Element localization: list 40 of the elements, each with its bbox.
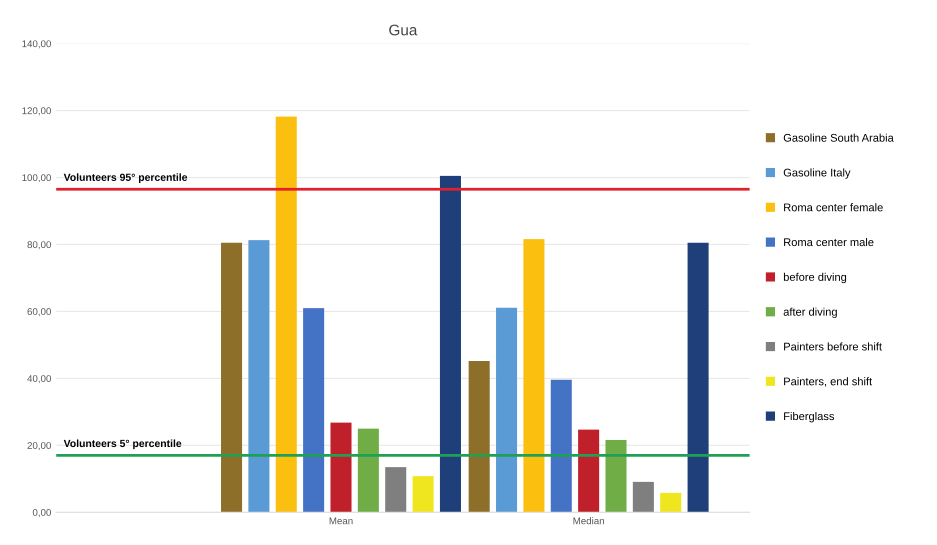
y-tick-label: 40,00 bbox=[27, 375, 51, 384]
y-tick-label: 120,00 bbox=[22, 107, 51, 116]
legend-label: after diving bbox=[784, 308, 837, 318]
bar bbox=[330, 422, 352, 512]
bar bbox=[248, 240, 270, 512]
bar bbox=[412, 476, 434, 512]
y-tick-label: 100,00 bbox=[22, 174, 51, 182]
legend-label: Gasoline Italy bbox=[784, 168, 850, 179]
bar bbox=[276, 116, 297, 512]
bar bbox=[358, 428, 379, 512]
bar bbox=[496, 308, 518, 512]
bar bbox=[221, 242, 242, 512]
bar bbox=[523, 239, 544, 512]
bar bbox=[550, 380, 572, 512]
legend-label: Painters before shift bbox=[784, 342, 882, 351]
bar bbox=[688, 242, 709, 512]
legend-label: Gasoline South Arabia bbox=[784, 134, 894, 142]
x-tick-label: Median bbox=[573, 517, 604, 524]
bar bbox=[440, 176, 461, 512]
y-tick-label: 140,00 bbox=[22, 40, 51, 48]
y-tick-label: 60,00 bbox=[28, 308, 51, 316]
bar bbox=[605, 440, 627, 512]
chart-title: Gua bbox=[389, 24, 418, 36]
y-tick-label: 20,00 bbox=[28, 442, 51, 450]
y-tick-label: 80,00 bbox=[27, 241, 51, 250]
legend-label: Roma center male bbox=[784, 238, 874, 246]
legend-label: before diving bbox=[784, 272, 846, 284]
ref-line-label: Volunteers 95° percentile bbox=[64, 173, 188, 184]
bar bbox=[660, 492, 682, 512]
bar bbox=[468, 360, 490, 512]
legend-label: Fiberglass bbox=[784, 412, 834, 422]
x-tick-label: Mean bbox=[330, 518, 353, 524]
legend-label: Painters, end shift bbox=[784, 377, 872, 387]
y-tick-label: 0,00 bbox=[32, 509, 51, 518]
bar bbox=[632, 482, 654, 512]
legend-label: Roma center female bbox=[784, 203, 883, 212]
bar bbox=[303, 308, 324, 512]
ref-line-label: Volunteers 5° percentile bbox=[64, 439, 182, 450]
bar bbox=[578, 430, 600, 512]
bar bbox=[385, 467, 406, 512]
